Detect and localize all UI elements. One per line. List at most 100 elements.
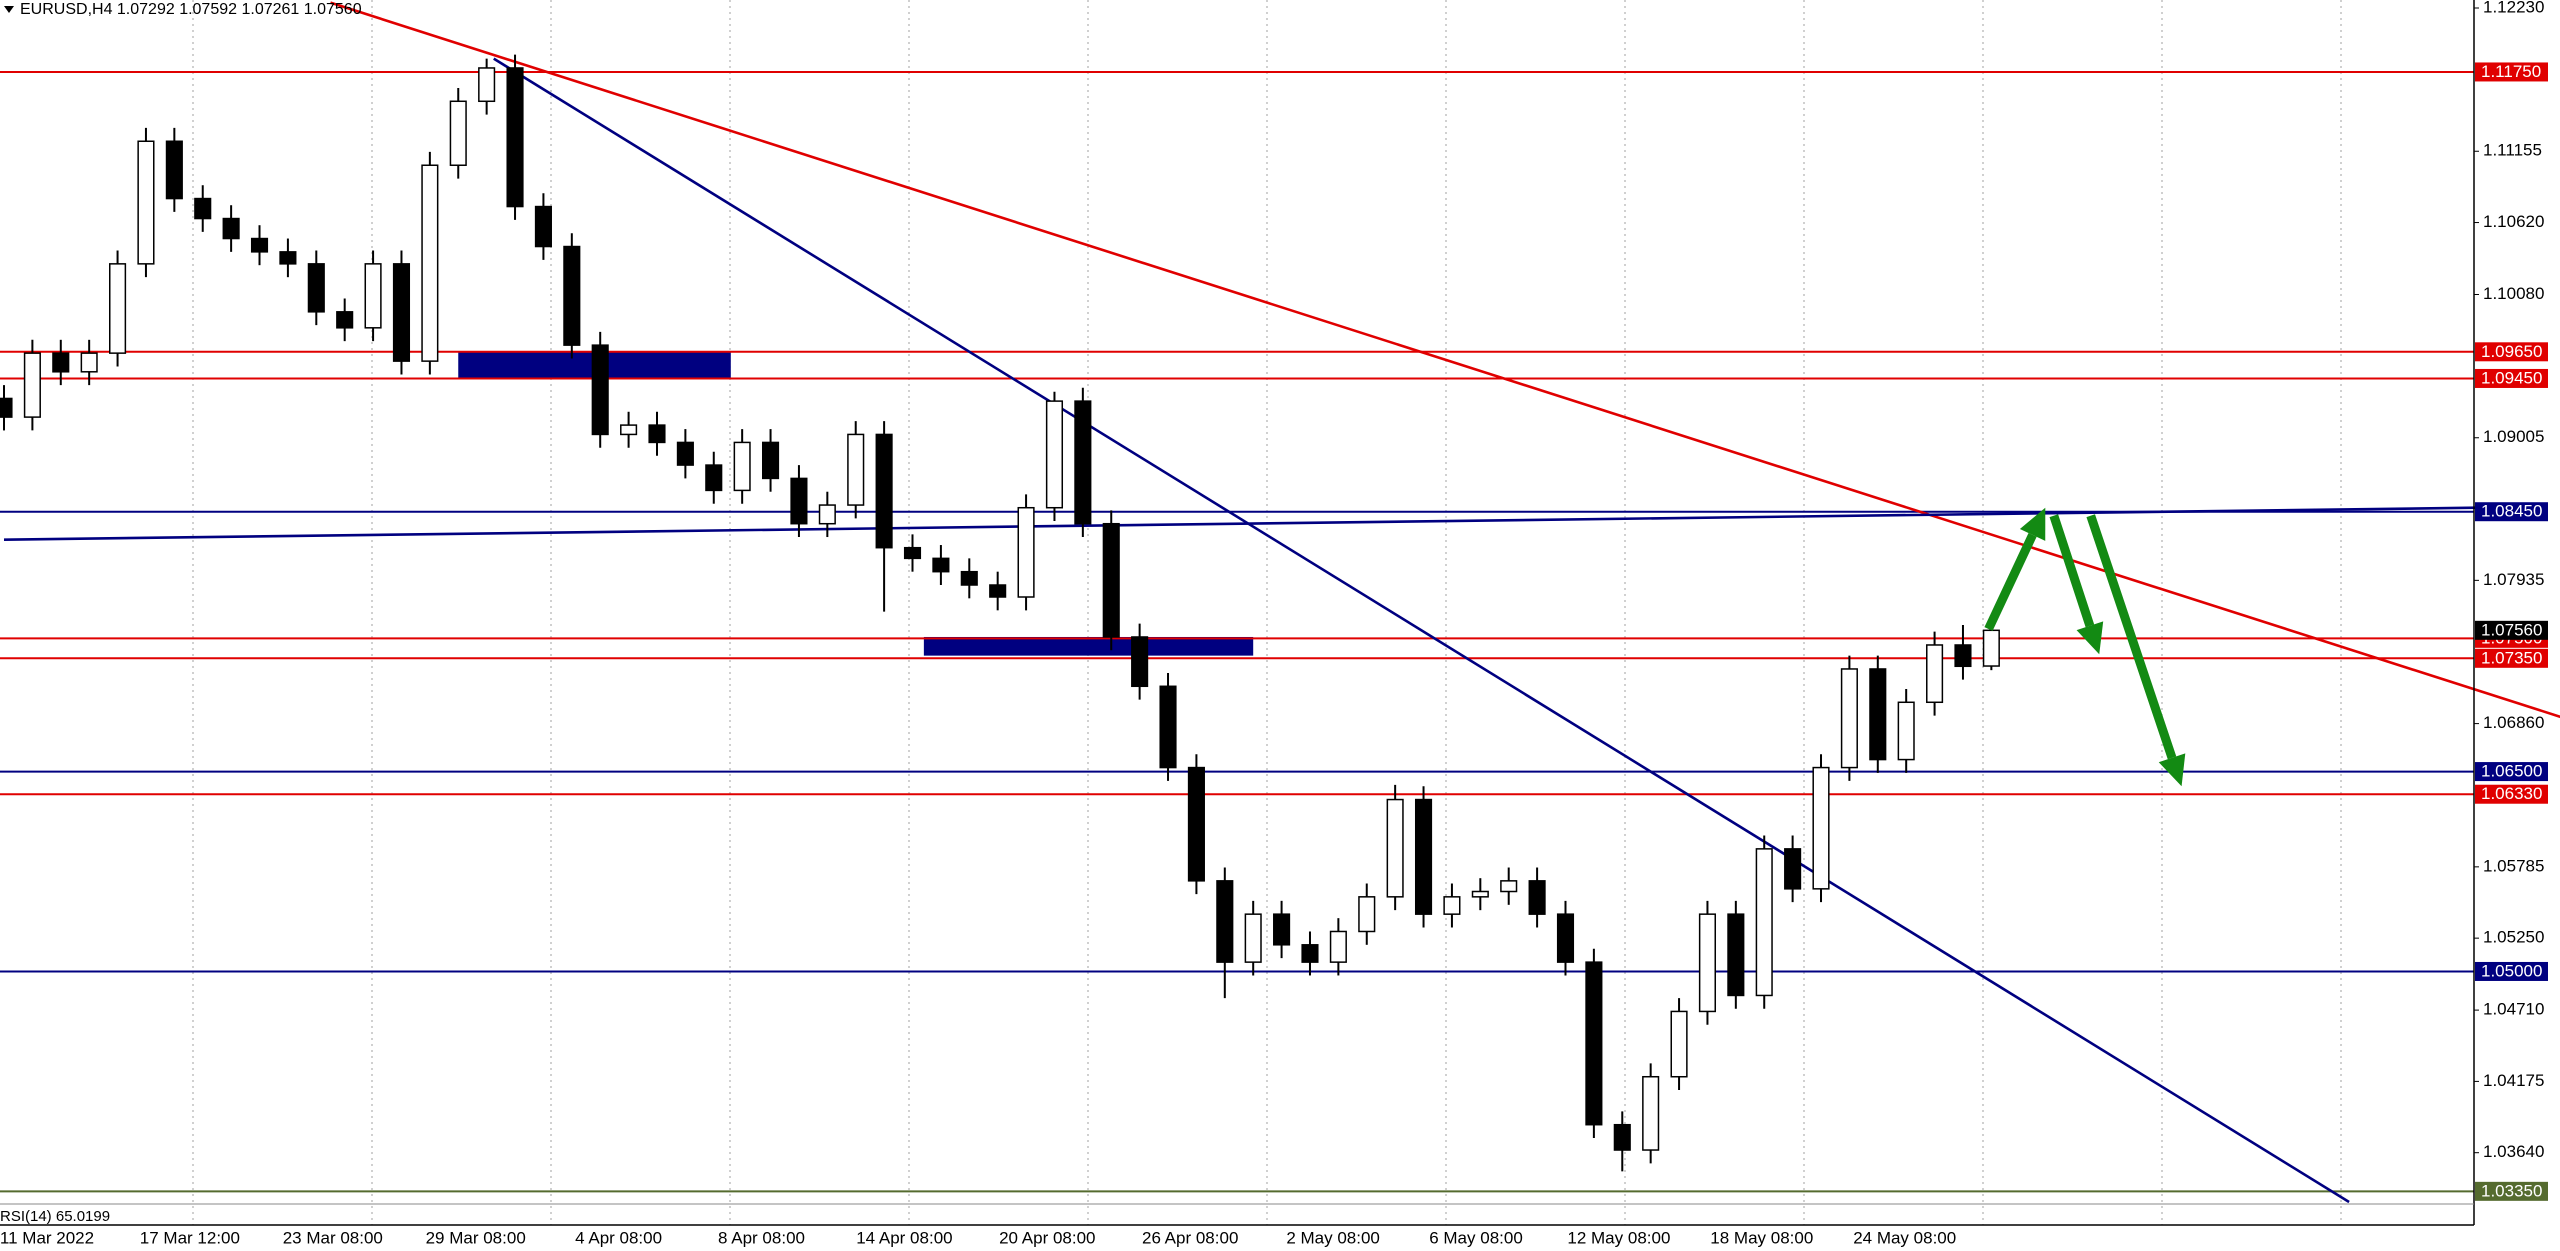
candle-body <box>591 344 609 436</box>
candle-body <box>1187 766 1205 882</box>
price-tag-label: 1.07560 <box>2481 620 2542 639</box>
candle-body <box>336 311 354 329</box>
x-tick-label: 18 May 08:00 <box>1710 1228 1813 1247</box>
y-tick-label: 1.04710 <box>2483 1000 2544 1019</box>
candle-body <box>52 352 70 373</box>
candle-body <box>449 100 467 166</box>
candle-body <box>23 352 41 418</box>
price-tag <box>2475 502 2548 522</box>
candle-body <box>1443 896 1461 915</box>
price-tag <box>2475 368 2548 388</box>
y-tick-label: 1.09005 <box>2483 427 2544 446</box>
y-tick-label: 1.06860 <box>2483 713 2544 732</box>
arrow-head <box>2076 621 2104 655</box>
x-tick-label: 4 Apr 08:00 <box>575 1228 662 1247</box>
candle-body <box>1642 1075 1660 1151</box>
candle-body <box>1273 913 1291 946</box>
x-tick-label: 8 Apr 08:00 <box>718 1228 805 1247</box>
candle-body <box>1386 798 1404 898</box>
candle-body <box>1159 685 1177 769</box>
price-tag-label: 1.03350 <box>2481 1181 2542 1200</box>
candle-body <box>165 140 183 200</box>
candle-body <box>534 205 552 248</box>
candle-body <box>1954 644 1972 668</box>
price-tag-label: 1.09450 <box>2481 368 2542 387</box>
candle-body <box>1982 629 2000 667</box>
candle-body <box>222 217 240 240</box>
candle-body <box>1414 798 1433 915</box>
candle-body <box>1698 913 1717 1013</box>
y-tick-label: 1.11155 <box>2483 141 2542 160</box>
candle-body <box>1926 644 1944 704</box>
price-tag <box>2475 784 2548 804</box>
candle-body <box>761 441 780 480</box>
y-tick-label: 1.07935 <box>2483 570 2544 589</box>
candle-body <box>1017 506 1035 598</box>
candle-body <box>1869 668 1887 761</box>
candle-body <box>1755 848 1773 997</box>
price-tag <box>2475 1181 2548 1201</box>
x-tick-label: 17 Mar 12:00 <box>140 1228 240 1247</box>
candle-body <box>676 441 694 466</box>
candle-body <box>875 433 893 549</box>
price-tag-label: 1.11750 <box>2481 62 2541 81</box>
candle-body <box>818 504 836 525</box>
candle-body <box>960 570 978 586</box>
candle-body <box>1216 880 1234 963</box>
candle-body <box>1131 636 1149 688</box>
candle-body <box>137 140 155 265</box>
arrow-shaft <box>2086 514 2177 760</box>
price-tag-label: 1.09650 <box>2481 342 2542 361</box>
candle-body <box>0 397 13 418</box>
zone <box>923 636 1254 656</box>
x-tick-label: 6 May 08:00 <box>1429 1228 1523 1247</box>
candle-body <box>733 441 751 492</box>
y-tick-label: 1.05785 <box>2483 856 2544 875</box>
arrow-head <box>2019 507 2046 541</box>
candle-body <box>1102 522 1120 638</box>
candle-body <box>1556 913 1575 963</box>
price-tag-label: 1.06330 <box>2481 784 2542 803</box>
candle-body <box>279 251 297 265</box>
candle-body <box>364 263 382 329</box>
x-tick-label: 24 May 08:00 <box>1853 1228 1956 1247</box>
chart-header: EURUSD,H4 1.07292 1.07592 1.07261 1.0756… <box>20 1 362 18</box>
price-tag <box>2475 961 2548 981</box>
trendline <box>3 506 2477 542</box>
candle-body <box>194 197 212 220</box>
x-tick-label: 29 Mar 08:00 <box>426 1228 526 1247</box>
candle-body <box>1358 896 1376 933</box>
x-tick-label: 12 May 08:00 <box>1567 1228 1670 1247</box>
candle-body <box>1074 400 1092 525</box>
candle-body <box>478 67 496 103</box>
candle-body <box>1329 930 1347 963</box>
candle-body <box>1585 961 1603 1126</box>
y-tick-label: 1.03640 <box>2483 1142 2544 1161</box>
price-tag-label: 1.07350 <box>2481 648 2542 667</box>
candle-body <box>1613 1123 1631 1151</box>
price-tag <box>2475 648 2548 668</box>
candle-body <box>392 263 411 362</box>
candle-body <box>1528 880 1546 915</box>
menu-icon[interactable] <box>4 6 14 13</box>
candle-body <box>1784 848 1802 890</box>
arrow-head <box>2158 753 2186 787</box>
price-tag-label: 1.05000 <box>2481 961 2542 980</box>
candle-body <box>421 164 439 362</box>
candle-body <box>620 424 638 436</box>
x-tick-label: 20 Apr 08:00 <box>999 1228 1095 1247</box>
y-tick-label: 1.10080 <box>2483 284 2544 303</box>
candle-body <box>1301 944 1319 963</box>
y-tick-label: 1.10620 <box>2483 212 2544 231</box>
x-tick-label: 26 Apr 08:00 <box>1142 1228 1238 1247</box>
candle-body <box>1897 701 1915 761</box>
candle-body <box>648 424 666 444</box>
candle-body <box>250 237 269 253</box>
price-tag-label: 1.08450 <box>2481 502 2542 521</box>
candle-body <box>903 546 922 560</box>
candle-body <box>1500 880 1518 893</box>
candle-body <box>307 263 325 313</box>
price-tag <box>2475 620 2548 640</box>
